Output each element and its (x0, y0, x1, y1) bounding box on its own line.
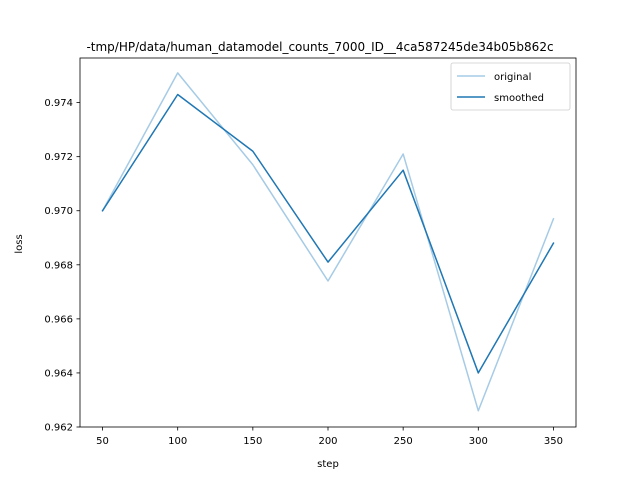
legend-label-original: original (494, 72, 531, 83)
x-tick-label: 150 (243, 436, 262, 447)
y-tick-label: 0.968 (44, 260, 73, 271)
x-tick-label: 100 (168, 436, 187, 447)
y-tick-label: 0.972 (44, 152, 73, 163)
x-tick-label: 200 (318, 436, 337, 447)
legend-label-smoothed: smoothed (494, 93, 544, 104)
x-tick-label: 50 (96, 436, 109, 447)
y-tick-label: 0.962 (44, 423, 73, 434)
x-tick-label: 350 (544, 436, 563, 447)
x-tick-label: 300 (469, 436, 488, 447)
y-tick-label: 0.974 (44, 98, 73, 109)
series-line-smoothed (101, 93, 555, 374)
series-line-original (101, 72, 555, 412)
chart-title: -tmp/HP/data/human_datamodel_counts_7000… (86, 40, 553, 54)
y-axis-title: loss (14, 234, 25, 253)
y-tick-label: 0.970 (44, 206, 73, 217)
y-tick-label: 0.964 (44, 368, 73, 379)
y-tick-label: 0.966 (44, 314, 73, 325)
legend-box (450, 62, 571, 111)
plot-area: 50 100 150 200 250 300 350 0.962 0.964 0.966 0.968… (44, 57, 577, 447)
x-axis-title: step (317, 459, 339, 470)
x-tick-label: 250 (394, 436, 413, 447)
